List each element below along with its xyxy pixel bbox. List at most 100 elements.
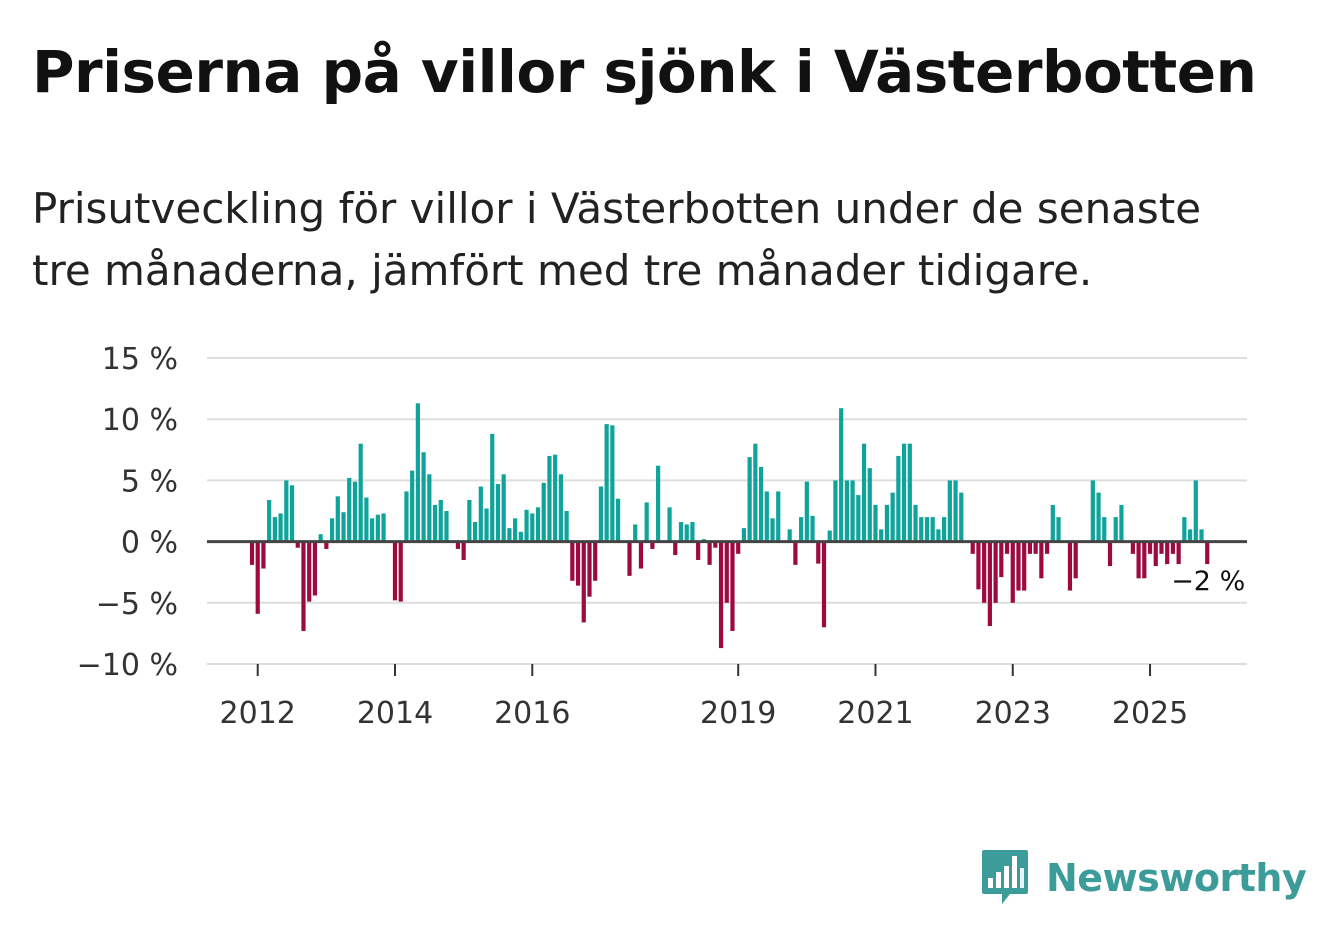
bar xyxy=(770,518,775,542)
bar xyxy=(284,480,289,542)
brand-name: Newsworthy xyxy=(1046,856,1307,900)
chart-bars xyxy=(249,403,1210,649)
bar xyxy=(879,529,884,542)
bar xyxy=(827,530,832,542)
bar xyxy=(524,509,529,542)
y-tick-label: 5 % xyxy=(121,464,178,499)
page-subtitle: Prisutveckling för villor i Västerbotten… xyxy=(32,184,1202,295)
bar xyxy=(547,455,552,542)
bar xyxy=(530,513,535,542)
bar xyxy=(1159,541,1164,554)
bar xyxy=(381,513,386,542)
bar xyxy=(1113,517,1118,542)
bar xyxy=(444,511,449,542)
bar xyxy=(301,541,306,631)
brand: Newsworthy xyxy=(980,848,1307,908)
x-tick-label: 2021 xyxy=(837,696,913,730)
bar xyxy=(1107,541,1113,567)
bar xyxy=(930,517,935,542)
bar xyxy=(610,425,615,542)
bar xyxy=(684,524,689,542)
bar xyxy=(352,481,358,542)
bar xyxy=(398,541,403,602)
bar xyxy=(913,504,918,542)
bar xyxy=(873,504,878,542)
bar xyxy=(753,443,758,542)
y-tick-label: 15 % xyxy=(102,342,178,377)
bar xyxy=(1056,517,1061,542)
bar xyxy=(959,492,964,542)
bar xyxy=(375,514,380,542)
bar xyxy=(1147,541,1153,554)
bar xyxy=(255,541,260,614)
bar xyxy=(644,502,649,542)
bar xyxy=(318,534,323,542)
bar xyxy=(249,541,255,565)
bar xyxy=(1090,480,1095,542)
bar xyxy=(1044,541,1050,554)
bar xyxy=(1182,517,1187,542)
y-tick-label: −5 % xyxy=(96,587,178,622)
bar xyxy=(1119,504,1124,542)
bar xyxy=(267,499,272,542)
bar xyxy=(615,498,621,542)
bar xyxy=(736,541,741,554)
bar xyxy=(821,541,827,628)
x-tick-label: 2016 xyxy=(494,696,570,730)
bar xyxy=(787,529,792,542)
bar xyxy=(432,504,438,542)
bar xyxy=(1073,541,1078,579)
bar xyxy=(1039,541,1044,579)
bar xyxy=(541,482,546,542)
bar xyxy=(799,517,804,542)
page-title: Priserna på villor sjönk i Västerbotten xyxy=(32,38,1257,106)
bar xyxy=(581,541,586,623)
bar xyxy=(1205,541,1210,567)
bar xyxy=(1004,541,1010,554)
bar xyxy=(438,499,443,542)
bar xyxy=(410,470,415,542)
bar xyxy=(707,541,712,565)
bar xyxy=(890,492,895,542)
bar xyxy=(518,531,523,542)
bar xyxy=(718,541,724,649)
bar xyxy=(919,517,924,542)
bar xyxy=(295,541,300,548)
price-change-chart: −10 % −5 % 0 % 5 % 10 % 15 % 2012 2014 2016 2019… xyxy=(77,342,1248,730)
x-tick-label: 2019 xyxy=(700,696,776,730)
bar xyxy=(358,443,363,542)
bar xyxy=(839,408,844,542)
bar xyxy=(793,541,798,565)
bar xyxy=(415,403,420,542)
bar xyxy=(513,518,518,542)
bar xyxy=(1050,504,1055,542)
bar xyxy=(278,513,283,542)
y-tick-label: 10 % xyxy=(102,403,178,438)
bar xyxy=(1142,541,1147,579)
bar xyxy=(335,496,340,542)
chart-x-axis: 2012 2014 2016 2019 2021 2023 2025 xyxy=(220,664,1188,730)
bar xyxy=(1176,541,1181,579)
bar xyxy=(816,541,821,564)
bar xyxy=(261,541,266,569)
x-tick-label: 2014 xyxy=(357,696,433,730)
bar xyxy=(758,466,764,542)
x-tick-label: 2012 xyxy=(220,696,296,730)
bar xyxy=(690,522,695,542)
chart-grid xyxy=(207,357,1247,665)
bar xyxy=(587,541,592,597)
bar xyxy=(976,541,981,590)
bar xyxy=(1193,480,1198,542)
bar xyxy=(404,491,409,542)
bar xyxy=(427,474,432,542)
bar xyxy=(724,541,729,603)
bar xyxy=(272,517,277,542)
newsworthy-logo-icon xyxy=(982,850,1028,904)
bar xyxy=(884,504,890,542)
bar xyxy=(455,541,461,549)
bar xyxy=(1170,541,1176,554)
bar xyxy=(472,522,478,542)
bar xyxy=(896,455,901,542)
bar xyxy=(947,480,952,542)
bar xyxy=(570,541,575,581)
